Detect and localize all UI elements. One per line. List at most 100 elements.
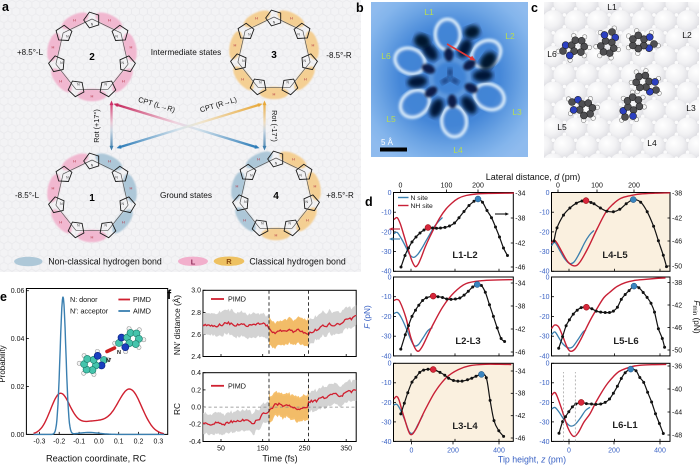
svg-text:0: 0 <box>546 361 550 368</box>
svg-text:0.1: 0.1 <box>114 438 124 445</box>
svg-text:H: H <box>314 184 317 189</box>
svg-text:e: e <box>0 290 7 304</box>
svg-text:-0.4: -0.4 <box>189 439 201 446</box>
svg-text:-46: -46 <box>515 435 525 442</box>
svg-text:N: N <box>248 33 251 37</box>
svg-text:-30: -30 <box>539 249 549 256</box>
svg-text:H: H <box>255 15 258 20</box>
svg-text:0: 0 <box>556 183 560 190</box>
svg-text:5 Å: 5 Å <box>381 138 394 147</box>
svg-text:Tip height, z (pm): Tip height, z (pm) <box>498 455 566 465</box>
svg-text:0.0: 0.0 <box>191 405 201 412</box>
svg-text:100: 100 <box>441 183 453 190</box>
svg-text:-20: -20 <box>539 314 549 321</box>
svg-text:N: N <box>244 200 247 204</box>
svg-text:-40: -40 <box>539 353 549 360</box>
svg-text:-34: -34 <box>515 368 525 375</box>
svg-text:H: H <box>273 91 276 96</box>
svg-text:-20: -20 <box>381 229 391 236</box>
svg-text:Time (fs): Time (fs) <box>262 454 297 464</box>
svg-text:-38: -38 <box>672 280 682 287</box>
svg-text:H: H <box>108 158 111 163</box>
svg-text:0: 0 <box>388 274 392 281</box>
svg-text:L4-L5: L4-L5 <box>602 250 628 261</box>
svg-text:-30: -30 <box>381 419 391 426</box>
svg-text:c: c <box>531 1 538 15</box>
svg-text:N: N <box>115 176 118 180</box>
svg-text:0.2: 0.2 <box>134 438 144 445</box>
svg-text:-30: -30 <box>381 249 391 256</box>
svg-text:Rot (-17°): Rot (-17°) <box>270 110 279 142</box>
svg-text:-38: -38 <box>672 190 682 197</box>
svg-text:-40: -40 <box>672 386 682 393</box>
svg-text:2.6: 2.6 <box>191 332 201 339</box>
svg-text:N: N <box>104 83 107 87</box>
svg-text:-34: -34 <box>515 190 525 197</box>
svg-text:+8.5°-L: +8.5°-L <box>17 48 44 57</box>
svg-text:0.04: 0.04 <box>11 336 25 343</box>
svg-text:-46: -46 <box>515 264 525 271</box>
svg-text:L5-L6: L5-L6 <box>613 336 638 347</box>
svg-text:H: H <box>290 15 293 20</box>
svg-text:200: 200 <box>472 183 484 190</box>
svg-text:L5: L5 <box>386 114 396 124</box>
svg-text:N: N <box>121 61 124 65</box>
svg-text:N: N <box>303 59 306 63</box>
svg-text:0.02: 0.02 <box>11 384 25 391</box>
svg-text:-34: -34 <box>515 280 525 287</box>
svg-text:L3: L3 <box>686 103 696 113</box>
svg-text:L4: L4 <box>647 138 657 148</box>
svg-text:-10: -10 <box>381 380 391 387</box>
svg-text:H: H <box>59 78 62 83</box>
svg-text:-42: -42 <box>672 215 682 222</box>
svg-text:-40: -40 <box>381 269 391 276</box>
svg-text:N: N <box>297 33 300 37</box>
svg-text:-42: -42 <box>515 413 525 420</box>
svg-text:N: N <box>242 59 245 63</box>
svg-text:H: H <box>236 184 239 189</box>
svg-text:PIMD: PIMD <box>228 295 246 304</box>
svg-text:2.8: 2.8 <box>191 310 201 317</box>
svg-text:RC: RC <box>172 403 182 415</box>
svg-text:200: 200 <box>608 447 620 454</box>
svg-text:-10: -10 <box>539 210 549 217</box>
svg-text:150: 150 <box>257 446 269 453</box>
svg-text:H: H <box>304 76 307 81</box>
svg-text:Probability: Probability <box>0 345 7 382</box>
svg-text:2: 2 <box>89 52 95 63</box>
svg-text:H: H <box>241 76 244 81</box>
svg-text:-30: -30 <box>539 419 549 426</box>
svg-text:Reaction coordinate, RC: Reaction coordinate, RC <box>46 454 146 464</box>
svg-text:-10: -10 <box>381 294 391 301</box>
svg-text:H: H <box>108 17 111 22</box>
svg-text:L2-L3: L2-L3 <box>455 336 480 347</box>
svg-text:0.0: 0.0 <box>94 438 104 445</box>
svg-text:-20: -20 <box>539 229 549 236</box>
svg-text:-0.2: -0.2 <box>53 438 65 445</box>
svg-text:L: L <box>191 257 196 266</box>
svg-text:-20: -20 <box>381 400 391 407</box>
svg-text:200: 200 <box>447 447 459 454</box>
svg-text:L1-L2: L1-L2 <box>452 250 477 261</box>
svg-text:250: 250 <box>299 446 311 453</box>
svg-text:Non-classical hydrogen bond: Non-classical hydrogen bond <box>48 257 162 267</box>
svg-text:3.0: 3.0 <box>191 288 201 295</box>
svg-text:L3: L3 <box>512 107 522 117</box>
svg-text:PIMD: PIMD <box>133 295 151 304</box>
svg-text:N: N <box>305 200 308 204</box>
svg-text:350: 350 <box>340 446 352 453</box>
svg-text:R: R <box>226 257 232 266</box>
svg-text:H: H <box>122 219 125 224</box>
svg-text:H: H <box>59 219 62 224</box>
svg-text:-38: -38 <box>515 215 525 222</box>
svg-text:Lateral distance, d (pm): Lateral distance, d (pm) <box>486 172 581 182</box>
svg-text:H: H <box>257 156 260 161</box>
svg-text:H: H <box>122 78 125 83</box>
svg-text:-48: -48 <box>672 432 682 439</box>
svg-text:-50: -50 <box>672 263 682 270</box>
svg-text:0: 0 <box>546 190 550 197</box>
svg-text:400: 400 <box>654 447 666 454</box>
svg-text:N: N <box>77 224 80 228</box>
svg-text:N: donor: N: donor <box>70 295 98 304</box>
svg-text:N site: N site <box>411 195 429 202</box>
